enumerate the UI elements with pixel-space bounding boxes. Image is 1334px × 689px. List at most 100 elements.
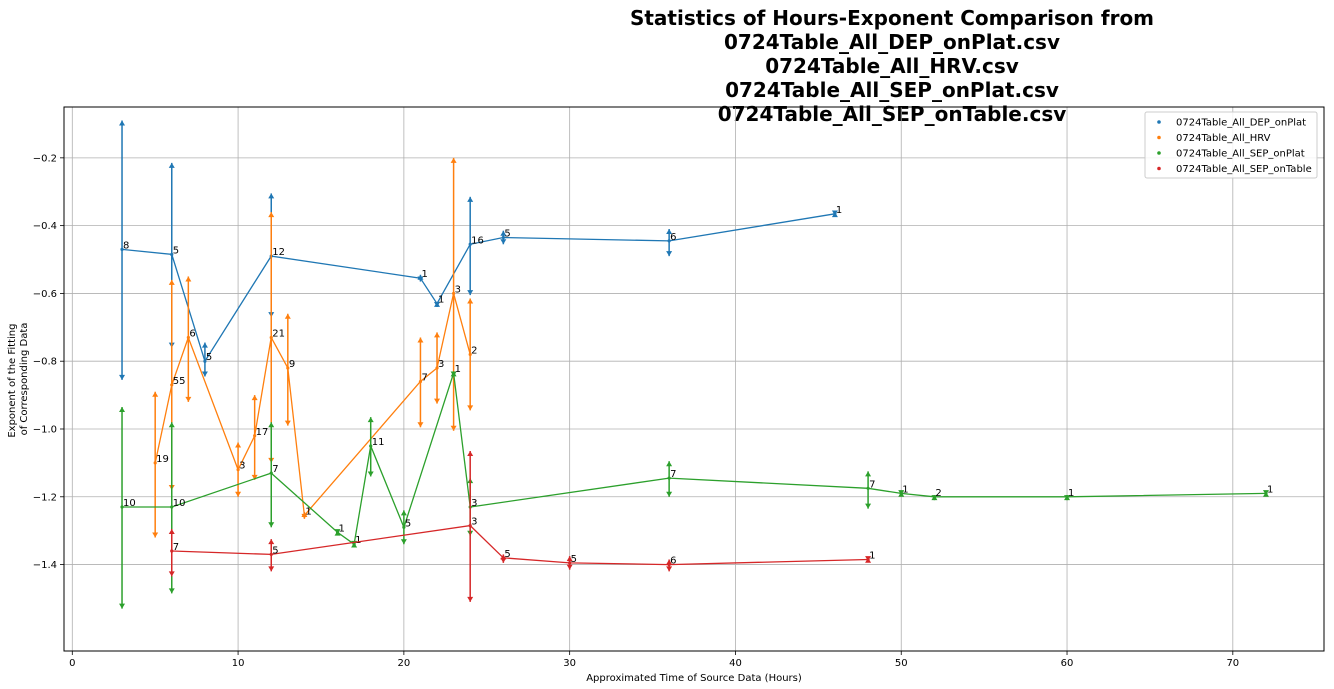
range-low-arrow xyxy=(119,603,126,609)
range-high-arrow xyxy=(268,539,275,545)
range-high-arrow xyxy=(367,417,374,423)
data-point xyxy=(667,562,671,567)
range-low-arrow xyxy=(119,374,126,380)
data-label: 2 xyxy=(471,345,477,356)
data-label: 11 xyxy=(372,437,385,448)
legend: 0724Table_All_DEP_onPlat 0724Table_All_HR… xyxy=(1144,111,1318,179)
data-point xyxy=(269,552,273,557)
data-label: 9 xyxy=(289,359,295,370)
data-label: 5 xyxy=(504,549,510,560)
range-low-arrow xyxy=(666,251,673,257)
data-point xyxy=(402,525,406,529)
x-tick-label: 60 xyxy=(1061,658,1074,669)
series-group: 7 5 3 5 5 6 1 xyxy=(168,451,875,602)
range-low-arrow xyxy=(500,239,507,245)
title-line: 0724Table_All_HRV.csv xyxy=(765,54,1019,78)
data-label: 17 xyxy=(256,427,269,438)
range-high-arrow xyxy=(268,212,275,218)
data-point xyxy=(418,379,423,384)
data-label: 5 xyxy=(405,518,411,529)
range-high-arrow xyxy=(417,337,424,343)
data-label: 5 xyxy=(206,352,212,363)
range-high-arrow xyxy=(666,559,673,565)
title-line: Statistics of Hours-Exponent Comparison … xyxy=(629,6,1155,30)
data-point xyxy=(435,366,439,370)
data-point xyxy=(452,371,456,375)
range-high-arrow xyxy=(168,422,175,428)
data-point xyxy=(352,542,356,546)
range-low-arrow xyxy=(367,471,374,477)
data-point xyxy=(418,276,423,280)
data-point xyxy=(468,242,472,246)
range-high-arrow xyxy=(566,556,573,562)
data-label: 7 xyxy=(670,469,676,480)
y-tick-label: −1.4 xyxy=(33,560,57,571)
data-label: 5 xyxy=(504,228,510,239)
range-low-arrow xyxy=(467,290,474,296)
range-low-arrow xyxy=(417,422,424,428)
data-label: 1 xyxy=(1068,488,1074,499)
range-low-arrow xyxy=(168,588,175,594)
legend-entry: 0724Table_All_SEP_onPlat xyxy=(1176,149,1305,160)
range-high-arrow xyxy=(268,193,275,199)
data-point xyxy=(153,461,157,465)
data-label: 1 xyxy=(1267,484,1273,495)
legend-box xyxy=(1144,111,1318,179)
data-label: 7 xyxy=(869,479,875,490)
x-tick-label: 0 xyxy=(69,658,75,669)
legend-marker xyxy=(1157,166,1161,171)
data-label: 21 xyxy=(272,328,285,339)
range-low-arrow xyxy=(268,522,275,528)
data-point xyxy=(468,352,472,357)
data-point xyxy=(899,491,903,495)
range-low-arrow xyxy=(152,532,159,538)
legend-marker xyxy=(1157,120,1161,124)
range-high-arrow xyxy=(666,461,673,467)
legend-entry: 0724Table_All_DEP_onPlat xyxy=(1176,118,1306,129)
range-low-arrow xyxy=(268,566,275,572)
range-high-arrow xyxy=(168,528,175,534)
range-high-arrow xyxy=(168,279,175,285)
data-point xyxy=(501,235,505,240)
range-high-arrow xyxy=(450,157,457,163)
data-point xyxy=(269,471,273,475)
range-high-arrow xyxy=(284,313,291,319)
range-high-arrow xyxy=(400,510,407,516)
data-label: 8 xyxy=(123,240,129,251)
y-tick-label: −1.0 xyxy=(33,424,57,435)
x-tick-label: 10 xyxy=(232,658,245,669)
x-axis-label: Approximated Time of Source Data (Hours) xyxy=(586,673,802,684)
data-label: 5 xyxy=(272,545,278,556)
data-label: 1 xyxy=(339,523,345,534)
range-high-arrow xyxy=(168,162,175,168)
range-low-arrow xyxy=(434,398,441,404)
range-high-arrow xyxy=(268,422,275,428)
range-high-arrow xyxy=(467,451,474,457)
data-label: 1 xyxy=(869,550,875,561)
title-line: 0724Table_All_DEP_onPlat.csv xyxy=(723,30,1060,54)
data-label: 10 xyxy=(123,498,136,509)
series-line xyxy=(154,293,471,517)
data-label: 7 xyxy=(173,542,179,553)
data-point xyxy=(236,468,240,472)
data-point xyxy=(120,505,124,509)
data-label: 10 xyxy=(173,498,186,509)
chart-title: Statistics of Hours-Exponent Comparison … xyxy=(560,6,1224,126)
data-point xyxy=(932,495,936,499)
data-point xyxy=(1065,495,1069,499)
data-label: 12 xyxy=(272,247,285,258)
x-tick-label: 70 xyxy=(1226,658,1239,669)
data-label: 1 xyxy=(902,484,908,495)
series-line xyxy=(122,372,1267,546)
range-low-arrow xyxy=(284,420,291,426)
range-low-arrow xyxy=(566,564,573,570)
data-label: 16 xyxy=(471,235,484,246)
data-label: 3 xyxy=(471,498,477,509)
x-tick-label: 50 xyxy=(895,658,908,669)
data-point xyxy=(501,556,505,560)
title-line: 0724Table_All_SEP_onTable.csv xyxy=(717,102,1067,126)
y-axis-label: Exponent of the Fitting of Corresponding… xyxy=(7,320,30,437)
data-point xyxy=(203,359,207,363)
